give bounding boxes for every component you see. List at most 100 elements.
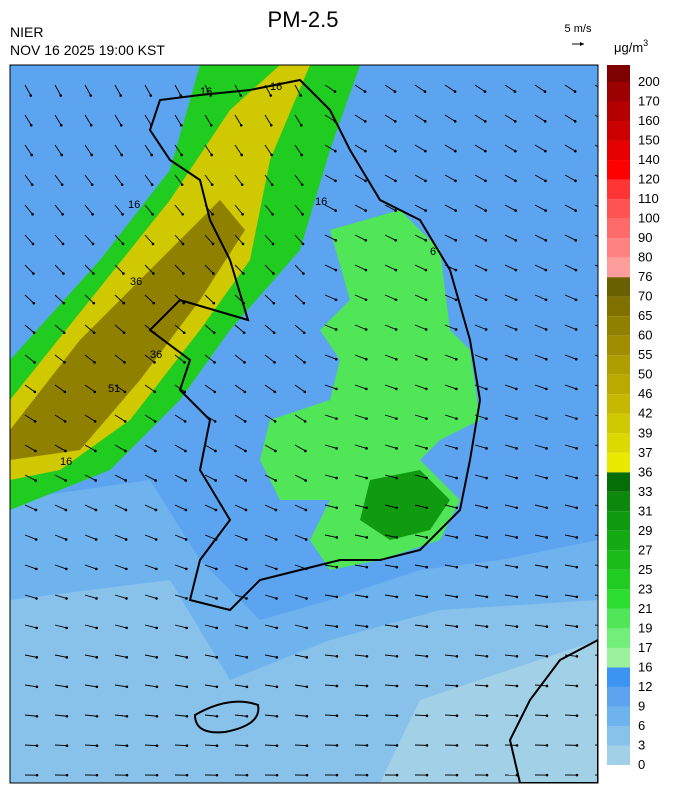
wind-arrowhead [274,420,277,423]
wind-arrowhead [484,209,487,212]
wind-arrowhead [365,417,368,420]
wind-arrowhead [184,391,187,394]
wind-arrowhead [336,596,339,599]
wind-arrowhead [91,213,94,216]
wind-arrowhead [336,744,339,747]
wind-arrowhead [30,154,33,157]
wind-arrowhead [124,391,127,394]
colorbar-label: 55 [638,347,652,362]
wind-arrowhead [154,479,157,482]
wind-arrowhead [365,298,368,301]
wind-arrowhead [516,655,519,658]
wind-arrowhead [151,183,154,186]
wind-arrowhead [455,358,458,361]
wind-arrowhead [514,90,517,93]
wind-arrowhead [576,566,579,569]
wind-arrowhead [336,566,339,569]
colorbar-segment [607,667,630,687]
wind-arrowhead [485,358,488,361]
wind-arrowhead [65,627,68,630]
wind-arrowhead [245,597,248,600]
wind-arrowhead [396,625,399,628]
wind-arrowhead [122,302,125,305]
wind-arrowhead [514,239,517,242]
wind-arrowhead [64,479,67,482]
wind-arrowhead [514,209,517,212]
wind-arrowhead [544,180,547,183]
wind-arrowhead [484,180,487,183]
wind-arrowhead [394,90,397,93]
wind-arrowhead [574,150,577,153]
wind-arrowhead [546,625,549,628]
wind-arrowhead [394,120,397,123]
colorbar-label: 170 [638,94,660,109]
wind-arrowhead [485,506,488,509]
wind-arrowhead [31,213,34,216]
wind-arrowhead [271,183,274,186]
wind-arrowhead [94,420,97,423]
wind-arrowhead [215,597,218,600]
wind-arrowhead [365,269,368,272]
wind-arrowhead [455,388,458,391]
wind-arrowhead [364,209,367,212]
wind-arrowhead [120,124,123,127]
wind-arrowhead [89,94,92,97]
wind-arrowhead [576,685,579,688]
wind-arrowhead [155,509,158,512]
wind-arrowhead [604,239,607,242]
wind-arrowhead [425,506,428,509]
wind-arrowhead [155,597,158,600]
wind-arrowhead [394,239,397,242]
wind-arrowhead [92,272,95,275]
wind-arrowhead [576,744,579,747]
wind-arrowhead [62,302,65,305]
wind-arrowhead [65,597,68,600]
colorbar-label: 100 [638,211,660,226]
agency: NIER [10,24,43,40]
wind-arrowhead [395,298,398,301]
wind-scale-label: 5 m/s [565,23,592,35]
wind-arrowhead [546,596,549,599]
wind-arrowhead [336,655,339,658]
wind-arrowhead [185,597,188,600]
wind-arrowhead [545,417,548,420]
colorbar: 0369121617192123252729313336373942465055… [607,65,660,772]
wind-arrowhead [243,361,246,364]
contour-label: 16 [128,199,140,211]
wind-arrowhead [604,90,607,93]
wind-arrowhead [275,656,278,659]
wind-arrowhead [514,120,517,123]
colorbar-segment [607,394,630,414]
wind-arrowhead [486,655,489,658]
colorbar-label: 70 [638,289,652,304]
wind-arrowhead [426,655,429,658]
wind-arrowhead [179,94,182,97]
wind-arrowhead [395,269,398,272]
colorbar-label: 39 [638,425,652,440]
wind-arrowhead [335,417,338,420]
wind-arrowhead [302,272,305,275]
colorbar-label: 3 [638,737,645,752]
wind-arrowhead [364,120,367,123]
wind-arrowhead [454,150,457,153]
wind-arrowhead [275,568,278,571]
wind-arrowhead [62,272,65,275]
wind-arrowhead [269,94,272,97]
wind-arrowhead [124,420,127,423]
wind-arrowhead [33,361,36,364]
contour-label: 16 [200,86,212,98]
colorbar-label: 200 [638,74,660,89]
wind-arrowhead [426,685,429,688]
wind-arrowhead [306,774,309,777]
colorbar-label: 160 [638,113,660,128]
wind-arrowhead [604,209,607,212]
wind-arrowhead [246,744,249,747]
colorbar-segment [607,297,630,317]
wind-arrowhead [424,150,427,153]
wind-arrowhead [214,420,217,423]
wind-arrowhead [125,627,128,630]
colorbar-segment [607,687,630,707]
wind-arrowhead [276,685,279,688]
wind-arrowhead [60,154,63,157]
